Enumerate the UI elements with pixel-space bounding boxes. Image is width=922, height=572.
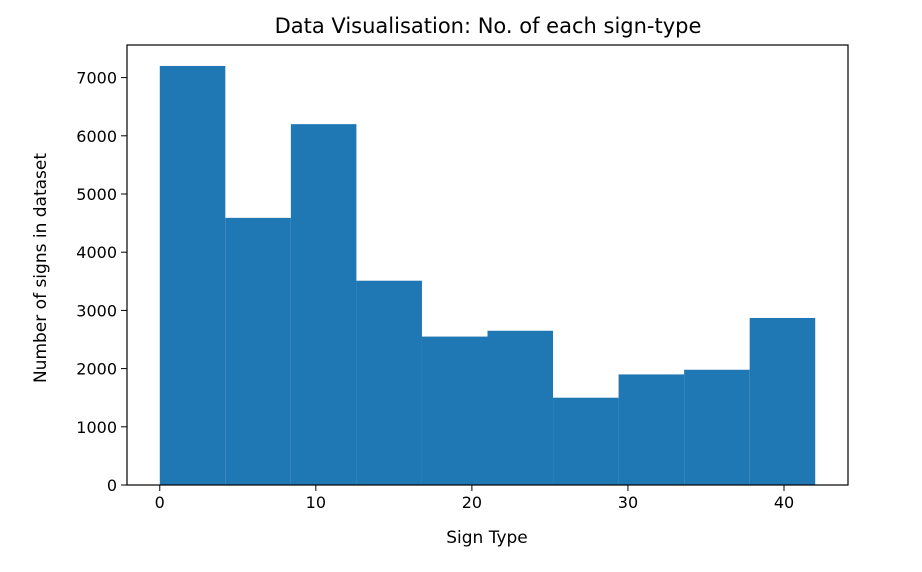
x-tick-label: 0 (155, 493, 165, 512)
bar-2 (290, 124, 357, 485)
y-axis-ticks: 0 1000 2000 3000 4000 5000 6000 7000 (76, 69, 127, 495)
y-tick-label: 7000 (76, 69, 117, 88)
y-tick-label: 6000 (76, 127, 117, 146)
bar-1 (225, 217, 291, 485)
bar-0 (159, 65, 226, 485)
bar-8 (684, 369, 750, 485)
y-axis-label: Number of signs in dataset (31, 153, 51, 383)
y-tick-label: 1000 (76, 418, 117, 437)
chart-title: Data Visualisation: No. of each sign-typ… (275, 14, 702, 38)
x-tick-label: 30 (618, 493, 638, 512)
y-tick-label: 5000 (76, 185, 117, 204)
x-tick-label: 10 (306, 493, 326, 512)
bars-group (159, 65, 816, 485)
x-axis-label: Sign Type (446, 528, 528, 548)
y-tick-label: 4000 (76, 243, 117, 262)
plot-frame (126, 44, 849, 486)
bar-4 (421, 336, 488, 485)
x-tick-label: 20 (462, 493, 482, 512)
x-axis-ticks: 0 10 20 30 40 (155, 485, 794, 512)
bar-6 (553, 397, 619, 485)
y-tick-label: 2000 (76, 360, 117, 379)
bar-3 (356, 280, 422, 485)
x-tick-label: 40 (774, 493, 794, 512)
y-tick-label: 0 (107, 476, 117, 495)
bar-7 (618, 374, 685, 485)
bar-9 (749, 317, 816, 485)
y-tick-label: 3000 (76, 301, 117, 320)
bar-5 (487, 330, 554, 485)
